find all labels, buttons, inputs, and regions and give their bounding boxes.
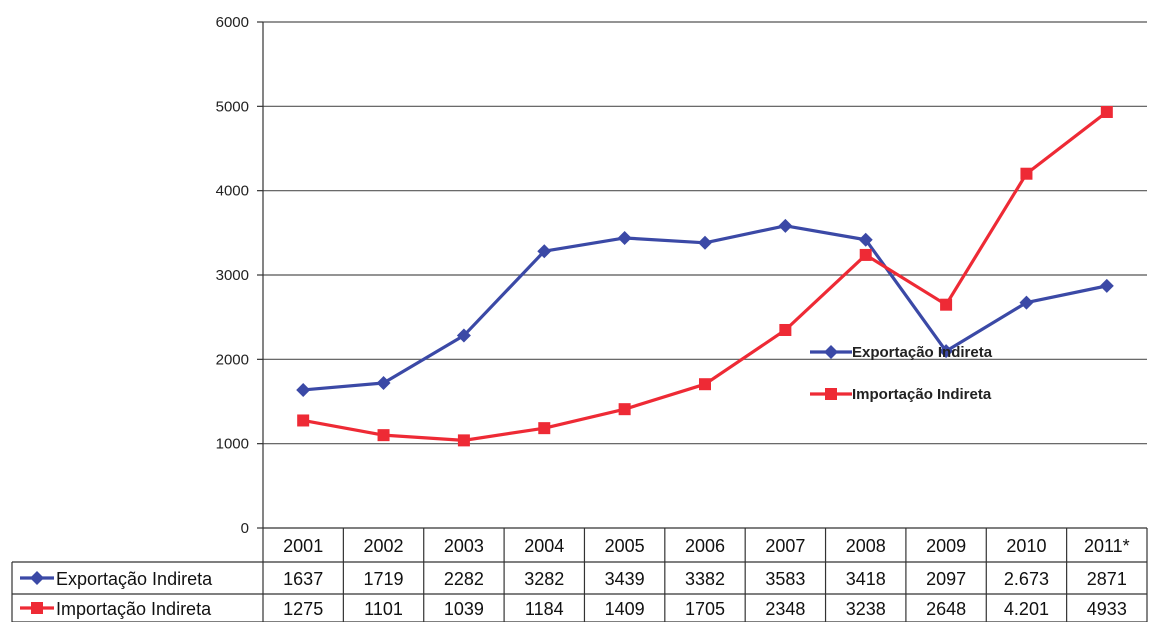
data-point (456, 328, 471, 343)
table-row-header: Importação Indireta (20, 599, 212, 619)
row-series-label: Importação Indireta (56, 599, 212, 619)
y-tick-label: 2000 (216, 351, 249, 368)
series-line (303, 224, 1108, 392)
series-1 (296, 218, 1114, 397)
legend: Exportação Indireta Importação Indireta (810, 344, 993, 403)
table-cell: 3282 (524, 569, 564, 589)
series-lines (296, 105, 1114, 447)
legend-item-2: Importação Indireta (810, 386, 992, 403)
row-legend-marker (30, 571, 44, 585)
data-point (779, 323, 792, 336)
table-cell: 2648 (926, 599, 966, 619)
data-point (940, 298, 953, 311)
x-category-label: 2007 (765, 536, 805, 556)
table-cell: 2.673 (1004, 569, 1049, 589)
gridlines (257, 21, 1147, 529)
x-category-label: 2004 (524, 536, 564, 556)
data-point (1100, 105, 1113, 118)
series-2 (297, 105, 1113, 447)
data-table: 2001 2002 2003 2004 2005 2006 2007 2008 2009 2010… (11, 527, 1148, 622)
table-cell: 2348 (765, 599, 805, 619)
data-point (699, 378, 711, 391)
y-tick-label: 5000 (216, 98, 249, 115)
table-cell: 4933 (1087, 599, 1127, 619)
x-category-label: 2002 (364, 536, 404, 556)
table-cell: 1039 (444, 599, 484, 619)
table-cell: 2871 (1087, 569, 1127, 589)
x-category-label: 2003 (444, 536, 484, 556)
data-point (537, 244, 552, 259)
data-point (538, 422, 551, 435)
x-category-label: 2001 (283, 536, 323, 556)
row-series-label: Exportação Indireta (56, 569, 213, 589)
legend-item-1: Exportação Indireta (810, 344, 993, 361)
x-category-label: 2005 (605, 536, 645, 556)
x-category-label: 2008 (846, 536, 886, 556)
table-cell: 1705 (685, 599, 725, 619)
data-point (1020, 167, 1033, 180)
y-axis-ticks: 0 1000 2000 3000 4000 5000 6000 (216, 14, 249, 537)
y-tick-label: 6000 (216, 14, 249, 31)
table-cell: 2097 (926, 569, 966, 589)
x-category-label: 2010 (1006, 536, 1046, 556)
data-point (1019, 295, 1034, 310)
data-point (376, 376, 391, 391)
legend-marker (825, 388, 837, 400)
data-point (939, 344, 954, 359)
data-point (698, 235, 712, 250)
data-point (618, 403, 631, 416)
x-category-label: 2011* (1084, 536, 1130, 556)
data-point (858, 232, 873, 247)
legend-label: Exportação Indireta (852, 344, 993, 361)
table-cell: 3382 (685, 569, 725, 589)
x-category-label: 2006 (685, 536, 725, 556)
legend-marker (824, 345, 838, 359)
y-tick-label: 1000 (216, 436, 249, 453)
table-cell: 1719 (364, 569, 404, 589)
legend-label: Importação Indireta (852, 386, 992, 403)
data-point (859, 248, 872, 261)
table-cell: 1275 (283, 599, 323, 619)
table-cell: 4.201 (1004, 599, 1049, 619)
y-tick-label: 4000 (216, 183, 249, 200)
data-point (457, 434, 470, 447)
table-cell: 1637 (283, 569, 323, 589)
table-cell: 1184 (525, 599, 564, 619)
table-cell: 3583 (765, 569, 805, 589)
table-cell: 3238 (846, 599, 886, 619)
table-row-header: Exportação Indireta (20, 569, 213, 589)
table-cell: 3439 (605, 569, 645, 589)
data-point (778, 218, 793, 233)
table-cell: 1409 (605, 599, 645, 619)
x-category-label: 2009 (926, 536, 966, 556)
table-cell: 3418 (846, 569, 886, 589)
data-point (297, 414, 310, 427)
y-tick-label: 0 (241, 520, 249, 537)
table-cell: 2282 (444, 569, 484, 589)
data-point (377, 429, 390, 442)
y-tick-label: 3000 (216, 267, 249, 284)
table-cell: 1101 (364, 599, 403, 619)
data-point (617, 230, 632, 245)
data-point (296, 382, 311, 397)
data-point (1099, 278, 1114, 293)
row-legend-marker (31, 602, 43, 614)
